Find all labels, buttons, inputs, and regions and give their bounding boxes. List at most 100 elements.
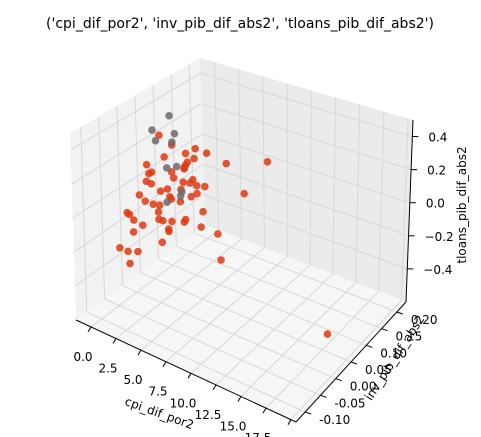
z-gridline-left [71, 103, 202, 185]
data-point [129, 228, 138, 236]
data-point [193, 181, 201, 190]
x-tick-label: 17.5 [245, 431, 272, 437]
z-gridline-back [201, 103, 412, 171]
x-tick-mark [137, 349, 142, 356]
z-gridline-back [202, 133, 410, 204]
z-tick-label: −0.4 [423, 263, 452, 277]
data-point [263, 158, 272, 166]
data-point [323, 330, 332, 338]
data-point [156, 187, 165, 196]
x-gridline-back [214, 62, 220, 231]
data-points [116, 111, 332, 338]
y-tick-label: 0.15 [396, 330, 423, 344]
y-gridline-left [134, 95, 141, 273]
z-axis-label: tloans_pib_dif_abs2 [455, 146, 469, 263]
data-point [163, 198, 171, 206]
z-tick-label: −0.2 [425, 230, 454, 244]
data-point [139, 221, 147, 229]
data-point [151, 136, 160, 145]
z-gridline-left [72, 133, 203, 219]
data-point [155, 131, 163, 140]
z-axis-line [405, 119, 414, 303]
y-tick-mark [381, 328, 388, 332]
y-gridline-floor [104, 298, 321, 396]
x-gridline-back [355, 104, 361, 283]
y-gridline-left [98, 116, 106, 299]
x-tick-mark [262, 407, 267, 414]
data-point [149, 200, 158, 208]
data-point [217, 256, 225, 264]
x-gridline-back [309, 90, 312, 266]
data-point [168, 217, 176, 226]
data-point [240, 189, 248, 198]
x-gridline-back [332, 97, 337, 275]
data-point [200, 182, 209, 191]
x-tick-mark [212, 384, 217, 391]
x-tick-label: 15.0 [220, 420, 247, 434]
floor-pane [76, 225, 406, 422]
y-tick-label: 0.10 [380, 346, 407, 360]
data-point [160, 153, 168, 161]
x-gridline-back [262, 76, 265, 248]
x-gridline-back [378, 111, 385, 292]
data-point [181, 215, 190, 224]
x-tick-mark [87, 326, 92, 333]
data-point [202, 149, 211, 157]
y-gridline-floor [86, 311, 306, 413]
x-axis-line [75, 319, 297, 423]
y-tick-mark [305, 411, 312, 415]
y-tick-label: 0.20 [411, 313, 438, 327]
y-gridline-floor [140, 272, 352, 363]
y-tick-label: -0.05 [334, 396, 365, 410]
data-point [189, 175, 197, 184]
x-tick-label: 5.0 [123, 373, 142, 387]
y-tick-mark [335, 378, 342, 382]
y-gridline-left [80, 126, 88, 313]
data-point [187, 192, 196, 201]
y-tick-label: 0.05 [365, 363, 392, 377]
x-gridline-back [238, 69, 243, 240]
y-gridline-left [152, 85, 159, 260]
x-tick-mark [287, 419, 292, 425]
gridlines [70, 62, 413, 421]
data-point [142, 177, 151, 186]
data-point [124, 247, 132, 256]
data-point [199, 207, 207, 216]
data-point [214, 230, 222, 238]
data-point [126, 259, 134, 268]
data-point [130, 216, 138, 224]
data-point [154, 208, 163, 216]
y-tick-mark [396, 311, 403, 315]
z-gridline-left [74, 194, 205, 287]
y-tick-label: -0.10 [319, 413, 350, 427]
y-tick-mark [350, 361, 358, 365]
data-point [159, 216, 167, 225]
data-point [148, 126, 156, 134]
y-tick-mark [366, 344, 373, 348]
z-gridline-back [203, 163, 409, 237]
y-gridline-left [170, 74, 177, 247]
data-point [158, 238, 167, 247]
axes [75, 119, 419, 425]
y-tick-label: 0.00 [350, 380, 377, 394]
data-point [123, 208, 131, 217]
data-point [168, 138, 176, 146]
data-point [135, 191, 144, 199]
data-point [116, 243, 124, 252]
data-point [176, 192, 185, 200]
z-gridline-left [70, 72, 201, 151]
data-point [169, 174, 178, 182]
x-tick-mark [112, 338, 117, 344]
data-point [170, 129, 179, 138]
tick-labels: 0.02.55.07.510.012.515.017.520.0-0.10-0.… [73, 131, 453, 437]
data-point [222, 159, 231, 168]
data-point [191, 144, 199, 153]
x-tick-mark [162, 361, 167, 367]
data-point [179, 178, 187, 187]
chart-title: ('cpi_dif_por2', 'inv_pib_dif_abs2', 'tl… [46, 16, 434, 32]
data-point [176, 197, 185, 206]
z-gridline-back [200, 72, 413, 138]
data-point [162, 164, 171, 172]
